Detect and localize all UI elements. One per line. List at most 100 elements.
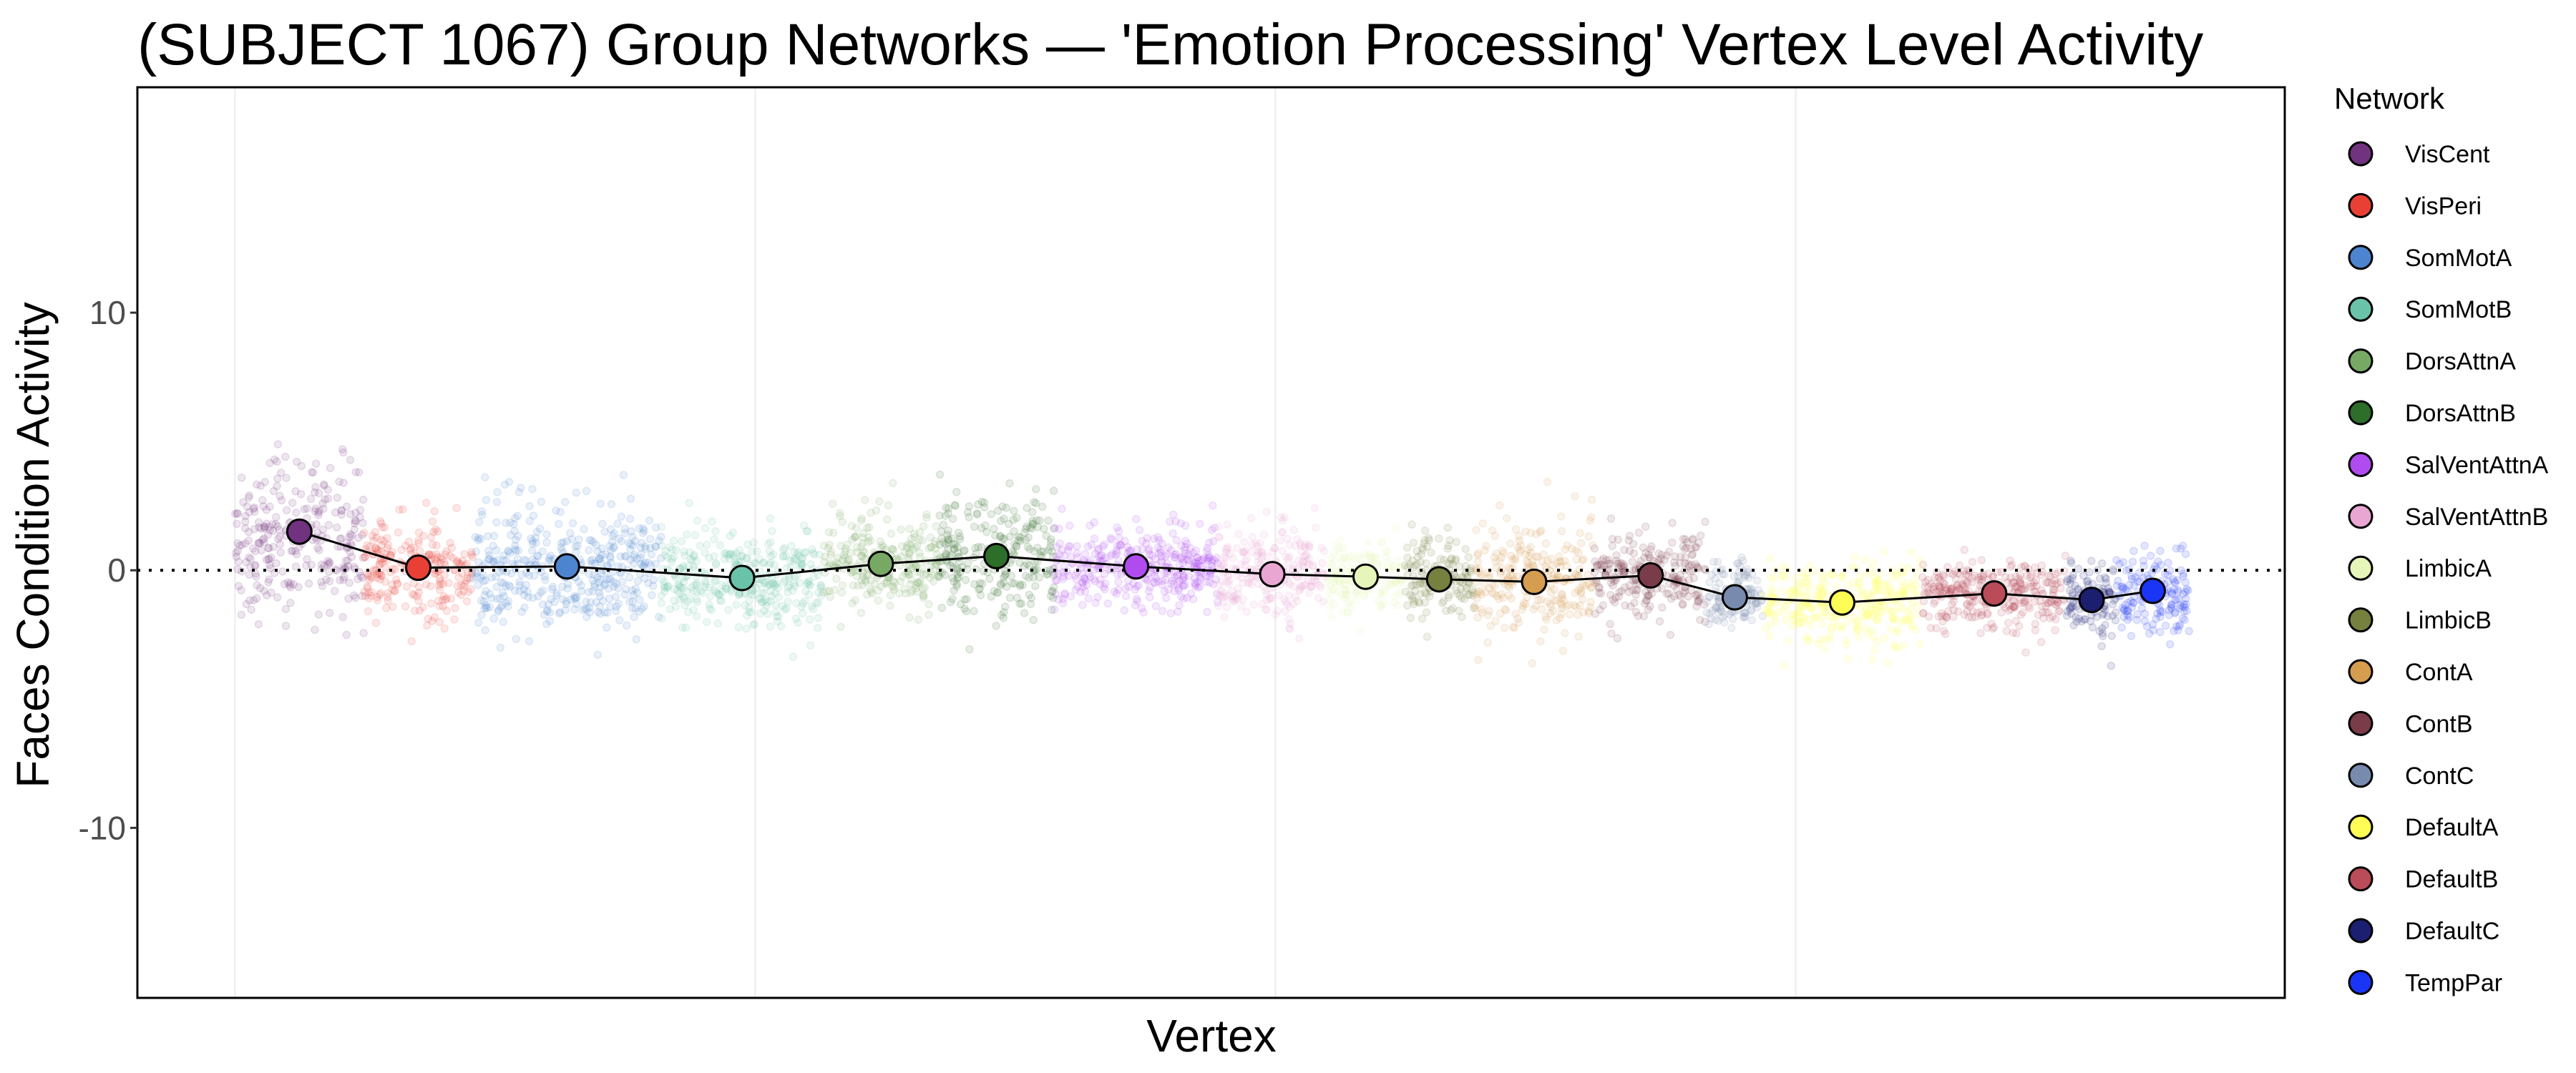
scatter-point — [570, 592, 579, 601]
scatter-point — [678, 623, 687, 632]
scatter-point — [333, 493, 342, 502]
scatter-point — [1224, 543, 1232, 552]
scatter-point — [788, 586, 797, 595]
scatter-point — [538, 547, 547, 556]
scatter-point — [2127, 574, 2137, 584]
scatter-point — [628, 604, 637, 613]
scatter-point — [566, 595, 575, 604]
scatter-point — [2109, 567, 2118, 576]
scatter-point — [680, 551, 689, 560]
scatter-point — [314, 610, 323, 619]
scatter-point — [465, 574, 474, 583]
scatter-point — [814, 599, 823, 607]
scatter-point — [1406, 614, 1415, 622]
scatter-point — [273, 593, 282, 602]
scatter-point — [1939, 579, 1948, 587]
scatter-point — [255, 539, 264, 548]
scatter-point — [450, 615, 459, 624]
scatter-point — [320, 562, 328, 570]
scatter-point — [601, 550, 610, 559]
scatter-point — [2140, 617, 2150, 625]
scatter-point — [961, 576, 970, 584]
scatter-point — [1906, 605, 1916, 614]
scatter-point — [1854, 632, 1863, 642]
scatter-point — [781, 575, 789, 584]
scatter-point — [657, 542, 666, 550]
scatter-point — [806, 581, 814, 590]
scatter-point — [1078, 569, 1087, 578]
scatter-point — [786, 542, 796, 551]
scatter-point — [343, 562, 353, 571]
scatter-point — [2129, 547, 2138, 556]
scatter-point — [1705, 592, 1714, 602]
scatter-point — [260, 522, 269, 531]
scatter-point — [241, 539, 250, 548]
scatter-point — [1870, 645, 1879, 654]
scatter-point — [489, 542, 497, 550]
scatter-point — [660, 551, 670, 560]
scatter-point — [1208, 501, 1217, 510]
scatter-point — [351, 468, 360, 476]
scatter-point — [631, 584, 640, 593]
y-axis-label: Faces Condition Activity — [7, 302, 59, 788]
scatter-point — [1578, 595, 1587, 604]
scatter-point — [640, 560, 649, 569]
scatter-point — [727, 585, 736, 594]
scatter-point — [770, 581, 779, 589]
scatter-point — [239, 498, 248, 506]
scatter-point — [820, 557, 829, 567]
scatter-point — [977, 524, 986, 532]
scatter-point — [1294, 556, 1303, 565]
scatter-point — [1010, 527, 1018, 536]
scatter-point — [1422, 608, 1431, 617]
scatter-point — [1971, 571, 1979, 580]
scatter-point — [497, 601, 507, 610]
scatter-point — [763, 609, 772, 619]
scatter-point — [286, 579, 295, 588]
scatter-point — [267, 553, 275, 562]
scatter-point — [745, 607, 753, 616]
scatter-point — [434, 597, 443, 605]
scatter-point — [251, 562, 260, 570]
scatter-point — [677, 537, 686, 546]
scatter-point — [1514, 531, 1523, 541]
scatter-point — [344, 594, 353, 603]
scatter-point — [1113, 542, 1122, 551]
scatter-point — [1138, 544, 1147, 554]
scatter-point — [1229, 597, 1238, 606]
scatter-point — [791, 555, 800, 564]
scatter-point — [582, 597, 590, 607]
scatter-point — [312, 459, 321, 468]
scatter-point — [2037, 561, 2046, 570]
scatter-point — [1586, 597, 1595, 607]
legend-label: DorsAttnB — [2405, 400, 2516, 427]
scatter-point — [1114, 526, 1123, 536]
scatter-point — [451, 604, 459, 612]
scatter-point — [674, 581, 683, 589]
scatter-point — [1098, 542, 1108, 551]
scatter-point — [356, 506, 365, 514]
scatter-point — [749, 590, 758, 599]
scatter-point — [1455, 607, 1463, 615]
scatter-point — [260, 587, 268, 595]
scatter-point — [358, 554, 368, 562]
scatter-point — [1337, 556, 1347, 564]
scatter-point — [826, 559, 834, 568]
scatter-point — [1939, 572, 1948, 581]
scatter-point — [1546, 602, 1556, 611]
scatter-point — [1491, 581, 1499, 590]
scatter-point — [710, 535, 718, 544]
scatter-point — [897, 525, 906, 534]
scatter-point — [682, 530, 691, 539]
scatter-point — [1330, 600, 1339, 609]
scatter-point — [799, 599, 808, 608]
scatter-point — [1550, 585, 1558, 594]
scatter-point — [1780, 661, 1788, 670]
scatter-point — [1880, 547, 1889, 557]
scatter-point — [426, 599, 436, 608]
scatter-point — [507, 569, 516, 578]
scatter-point — [715, 590, 723, 599]
scatter-point — [1820, 645, 1829, 654]
scatter-point — [1402, 543, 1412, 552]
scatter-point — [1319, 547, 1329, 555]
